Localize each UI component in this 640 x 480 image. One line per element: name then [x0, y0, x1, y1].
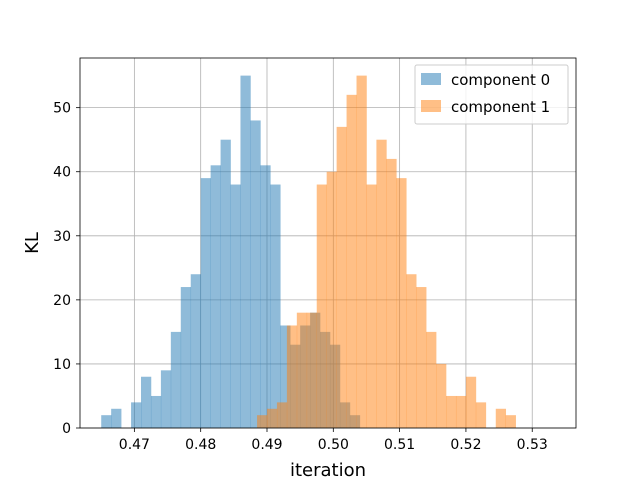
bar-component-1	[257, 415, 268, 428]
x-axis-label: iteration	[290, 460, 366, 480]
bar-component-0	[280, 325, 291, 428]
x-tick-label: 0.47	[119, 437, 150, 453]
bar-component-0	[180, 287, 192, 428]
x-tick-label: 0.49	[251, 437, 282, 453]
x-tick-label: 0.52	[450, 437, 481, 453]
x-tick-label: 0.53	[517, 437, 548, 453]
legend-box	[414, 64, 569, 125]
bar-component-1	[426, 331, 437, 428]
bar-component-1	[505, 415, 516, 428]
bar-component-1	[416, 287, 427, 428]
legend-swatch-component-0	[421, 73, 441, 85]
bar-component-0	[250, 120, 261, 428]
bar-component-0	[101, 415, 112, 428]
bar-component-1	[266, 408, 278, 428]
bar-component-1	[296, 312, 308, 428]
bar-component-1	[396, 178, 407, 428]
y-tick-label: 30	[53, 229, 71, 245]
bar-component-0	[230, 184, 241, 428]
y-tick-label: 50	[53, 101, 71, 117]
bar-component-0	[170, 331, 182, 428]
bar-component-1	[495, 408, 507, 428]
bar-component-0	[190, 274, 201, 428]
bar-component-1	[366, 184, 377, 428]
plot-frame	[79, 57, 577, 429]
bar-component-0	[220, 139, 231, 429]
bar-component-1	[316, 184, 327, 428]
y-tick-label: 40	[53, 165, 71, 181]
bar-component-0	[141, 376, 152, 428]
bar-component-0	[160, 370, 172, 428]
histogram-bars	[101, 75, 516, 429]
bar-component-0	[240, 75, 251, 428]
y-tick-label: 20	[53, 293, 71, 309]
bar-component-0	[210, 165, 221, 428]
bar-component-1	[446, 395, 457, 428]
bar-component-1	[475, 402, 487, 428]
bar-component-0	[131, 402, 142, 428]
legend-swatch-component-1	[421, 100, 441, 112]
bar-component-1	[286, 325, 298, 428]
y-axis-ticks: 0 10 20 30 40 50	[53, 101, 80, 437]
x-axis-ticks: 0.47 0.48 0.49 0.50 0.51 0.52 0.53	[119, 428, 548, 453]
x-tick-label: 0.51	[384, 437, 415, 453]
legend: component 0 component 1	[414, 64, 569, 125]
bar-component-0	[260, 165, 271, 428]
bar-component-0	[111, 408, 122, 428]
bar-component-1	[455, 395, 467, 428]
bar-component-1	[386, 158, 397, 428]
bar-component-0	[270, 184, 281, 428]
bar-component-1	[376, 139, 387, 429]
bar-component-1	[326, 171, 337, 428]
y-tick-label: 0	[62, 421, 71, 437]
x-tick-label: 0.50	[318, 437, 349, 453]
bar-component-1	[356, 75, 367, 428]
bar-component-1	[436, 363, 447, 428]
x-tick-label: 0.48	[185, 437, 216, 453]
legend-label-component-1: component 1	[451, 98, 550, 116]
y-axis-label: KL	[22, 232, 43, 254]
y-tick-label: 10	[53, 357, 71, 373]
bar-component-1	[346, 94, 357, 428]
bar-component-1	[306, 312, 318, 428]
bar-component-0	[150, 395, 162, 428]
bar-component-1	[336, 126, 347, 429]
bar-component-1	[465, 376, 477, 428]
legend-label-component-0: component 0	[451, 71, 550, 89]
bar-component-1	[406, 274, 417, 428]
bar-component-0	[200, 178, 211, 428]
series-component-1	[257, 75, 516, 429]
bar-component-1	[276, 402, 288, 428]
